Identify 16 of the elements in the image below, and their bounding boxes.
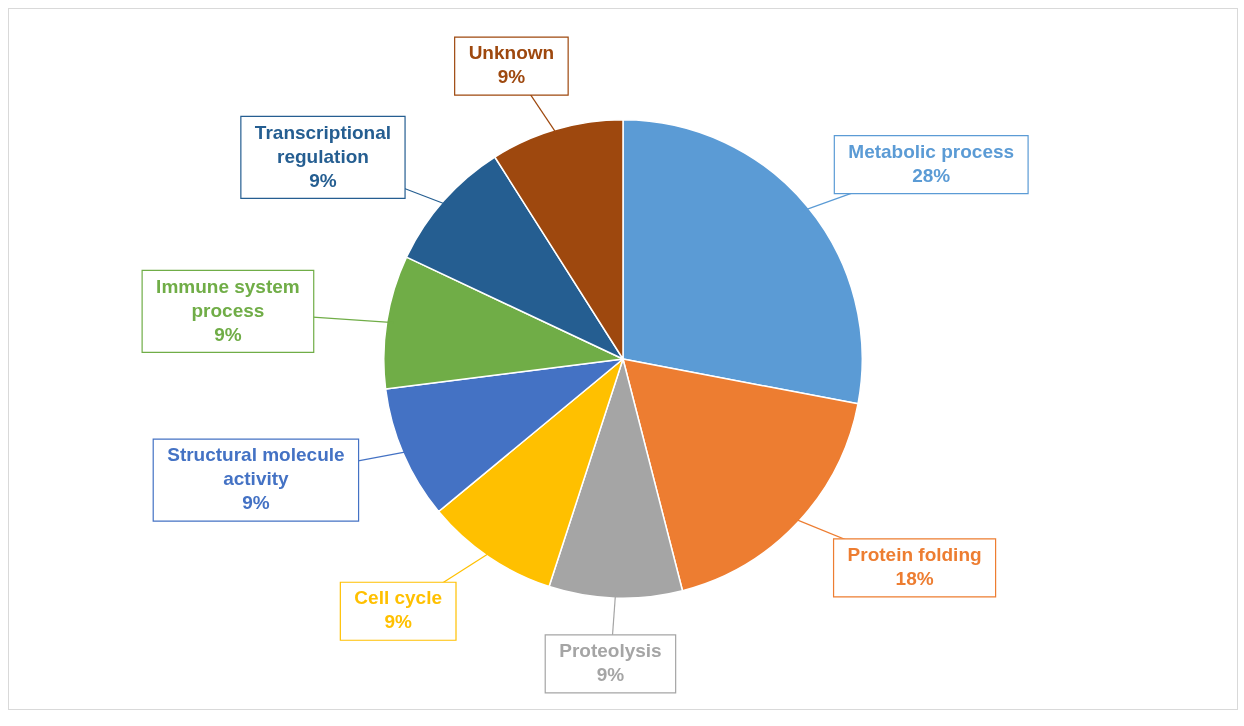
slice-label: Unknown <box>468 42 555 64</box>
slice-label: Structural molecule activity <box>167 444 345 490</box>
slice-label: Transcriptional regulation <box>254 121 392 167</box>
data-label: 9% <box>497 66 526 88</box>
slice-label: Metabolic process <box>848 140 1015 162</box>
data-label: 9% <box>309 169 337 191</box>
data-label: 9% <box>214 323 242 345</box>
data-label: 28% <box>912 164 951 186</box>
data-label: 9% <box>384 611 412 633</box>
data-label: 9% <box>596 664 625 686</box>
slice-label: Immune system process <box>156 275 300 321</box>
data-label: 18% <box>895 568 934 590</box>
slice-label: Protein folding <box>847 544 982 566</box>
slice-label: Cell cycle <box>354 587 442 609</box>
data-label: 9% <box>242 492 270 514</box>
slice-label: Proteolysis <box>559 640 662 662</box>
